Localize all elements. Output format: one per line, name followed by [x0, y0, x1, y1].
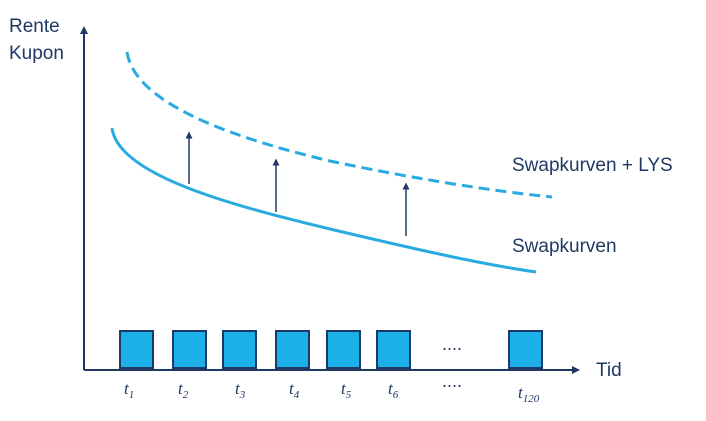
payment-box-5	[326, 330, 361, 369]
lower-curve-label: Swapkurven	[512, 236, 617, 257]
tick-label-t4: t4	[289, 379, 300, 401]
ellipsis-lower: ....	[442, 371, 462, 391]
x-axis-label: Tid	[596, 360, 622, 381]
ellipsis-upper: ....	[442, 334, 462, 354]
payment-box-3	[222, 330, 257, 369]
tick-label-t120: t120	[518, 383, 540, 405]
tick-label-t2: t2	[178, 379, 189, 401]
tick-label-t6: t6	[388, 379, 399, 401]
tick-label-t5: t5	[341, 379, 352, 401]
swap-curve-plus-lys	[125, 51, 553, 199]
upper-curve-label: Swapkurven + LYS	[512, 155, 673, 176]
y-axis-label-line1: Rente	[9, 16, 60, 37]
payment-box-4	[275, 330, 310, 369]
payment-box-120	[508, 330, 543, 369]
tick-label-t3: t3	[235, 379, 246, 401]
payment-box-2	[172, 330, 207, 369]
payment-box-6	[376, 330, 411, 369]
swap-curve	[110, 127, 537, 274]
payment-box-1	[119, 330, 154, 369]
y-axis-label-line2: Kupon	[9, 43, 64, 64]
tick-label-t1: t1	[124, 379, 134, 401]
